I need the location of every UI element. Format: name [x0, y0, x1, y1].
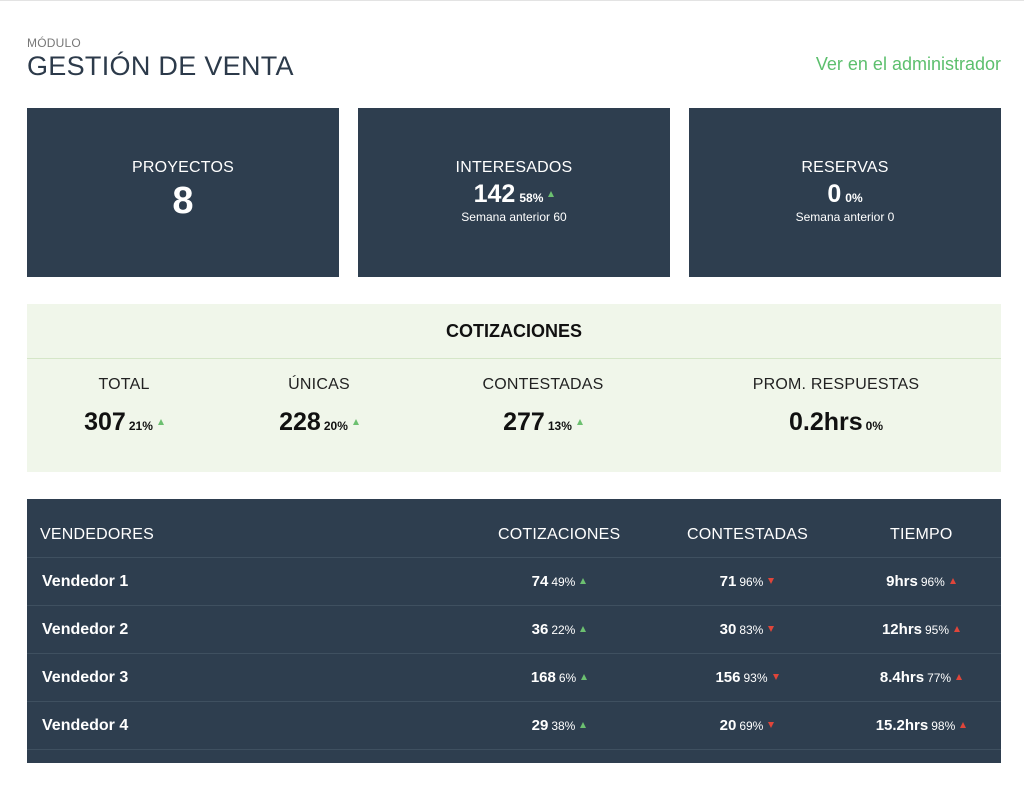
stat-label: CONTESTADAS — [482, 376, 604, 393]
quotes-stat-contestadas: CONTESTADAS 277 13% — [463, 376, 623, 437]
quotes-stat-total: TOTAL 307 21% — [64, 376, 184, 437]
stat-value: 277 — [503, 408, 545, 436]
cell-answered: 30 83% — [687, 621, 807, 638]
card-proyectos: PROYECTOS 8 — [27, 108, 339, 277]
trend-up-red-icon — [949, 578, 956, 585]
card-value: 142 — [473, 180, 516, 208]
stat-label: TOTAL — [98, 376, 150, 393]
admin-link[interactable]: Ver en el administrador — [815, 54, 1001, 74]
column-header-contestadas: CONTESTADAS — [687, 526, 809, 543]
table-row[interactable]: Vendedor 1 74 49% 71 96% 9hrs 96% — [27, 558, 1001, 606]
stat-value-row: 277 13% — [463, 408, 623, 437]
trend-up-icon — [581, 674, 588, 681]
card-reservas: RESERVAS 0 0% Semana anterior 0 — [689, 108, 1001, 277]
cell-quotes: 168 6% — [499, 669, 619, 686]
quotes-stat-prom-respuestas: PROM. RESPUESTAS 0.2hrs 0% — [731, 376, 941, 437]
stat-value-row: 307 21% — [64, 408, 184, 437]
trend-up-icon — [352, 419, 359, 426]
quotes-panel: COTIZACIONES TOTAL 307 21% ÚNICAS 228 20% … — [27, 304, 1001, 472]
seller-name: Vendedor 2 — [42, 621, 129, 638]
page-title: GESTIÓN DE VENTA — [27, 51, 294, 81]
stat-pct: 21% — [128, 419, 153, 433]
cell-quotes: 29 38% — [499, 717, 619, 734]
stat-pct: 20% — [323, 419, 348, 433]
cell-quotes: 74 49% — [499, 573, 619, 590]
cell-time: 15.2hrs 98% — [861, 717, 981, 734]
trend-up-icon — [157, 419, 164, 426]
trend-up-icon — [576, 419, 583, 426]
table-header: VENDEDORES COTIZACIONES CONTESTADAS TIEM… — [27, 499, 1001, 558]
cell-time: 9hrs 96% — [861, 573, 981, 590]
column-header-vendedores: VENDEDORES — [40, 526, 155, 543]
seller-name: Vendedor 3 — [42, 669, 129, 686]
card-previous-week: Semana anterior 0 — [795, 210, 895, 224]
trend-down-icon — [768, 578, 775, 585]
seller-name: Vendedor 4 — [42, 717, 129, 734]
card-pct: 58% — [519, 191, 544, 205]
table-row[interactable]: Vendedor 3 168 6% 156 93% 8.4hrs 77% — [27, 654, 1001, 702]
module-label: MÓDULO — [27, 36, 81, 50]
card-title: PROYECTOS — [132, 159, 234, 176]
cell-time: 12hrs 95% — [861, 621, 981, 638]
quotes-title: COTIZACIONES — [27, 304, 1001, 359]
page-header: MÓDULO GESTIÓN DE VENTA Ver en el admini… — [27, 36, 1001, 84]
trend-down-icon — [772, 674, 779, 681]
cell-quotes: 36 22% — [499, 621, 619, 638]
summary-cards: PROYECTOS 8 INTERESADOS 142 58% Semana an… — [27, 108, 1001, 277]
trend-up-red-icon — [954, 626, 961, 633]
trend-up-icon — [580, 626, 587, 633]
trend-up-icon — [580, 722, 587, 729]
card-value: 8 — [172, 180, 194, 222]
card-title: RESERVAS — [801, 159, 889, 176]
stat-value: 0.2hrs — [788, 408, 863, 436]
table-row[interactable]: Vendedor 2 36 22% 30 83% 12hrs 95% — [27, 606, 1001, 654]
card-value-row: 142 58% — [358, 180, 670, 209]
card-value-row: 0 0% — [689, 180, 1001, 209]
stat-value-row: 228 20% — [259, 408, 379, 437]
cell-answered: 20 69% — [687, 717, 807, 734]
card-interesados: INTERESADOS 142 58% Semana anterior 60 — [358, 108, 670, 277]
cell-answered: 156 93% — [687, 669, 807, 686]
seller-name: Vendedor 1 — [42, 573, 129, 590]
card-pct: 0% — [845, 191, 863, 205]
stat-label: ÚNICAS — [288, 376, 350, 393]
column-header-tiempo: TIEMPO — [890, 526, 953, 543]
quotes-stat-unicas: ÚNICAS 228 20% — [259, 376, 379, 437]
stat-label: PROM. RESPUESTAS — [752, 376, 920, 393]
stat-value: 228 — [279, 408, 321, 436]
trend-up-red-icon — [956, 674, 963, 681]
column-header-cotizaciones: COTIZACIONES — [498, 526, 621, 543]
trend-up-red-icon — [960, 722, 967, 729]
stat-pct: 0% — [865, 419, 883, 433]
card-value: 0 — [827, 180, 842, 208]
trend-down-icon — [768, 722, 775, 729]
top-divider — [0, 0, 1024, 1]
cell-answered: 71 96% — [687, 573, 807, 590]
trend-up-icon — [548, 191, 555, 198]
stat-value: 307 — [84, 408, 126, 436]
table-row[interactable]: Vendedor 4 29 38% 20 69% 15.2hrs 98% — [27, 702, 1001, 750]
card-previous-week: Semana anterior 60 — [461, 210, 567, 224]
card-title: INTERESADOS — [455, 159, 573, 176]
stat-value-row: 0.2hrs 0% — [731, 408, 941, 437]
sellers-table: VENDEDORES COTIZACIONES CONTESTADAS TIEM… — [27, 499, 1001, 763]
trend-up-icon — [580, 578, 587, 585]
stat-pct: 13% — [547, 419, 572, 433]
trend-down-icon — [768, 626, 775, 633]
cell-time: 8.4hrs 77% — [861, 669, 981, 686]
